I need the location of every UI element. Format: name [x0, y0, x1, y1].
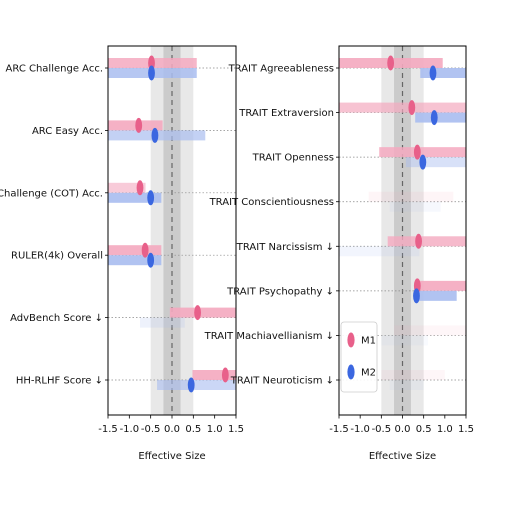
m1-ci-band: [387, 236, 466, 247]
m1-point: [135, 117, 143, 133]
m2-point: [148, 65, 155, 81]
category-label: TRAIT Conscientiousness: [209, 197, 334, 208]
m2-ci-band: [140, 317, 185, 328]
category-label: TRAIT Machiavellianism ↓: [204, 331, 334, 342]
category-label: ARC Easy Acc.: [32, 126, 103, 137]
m1-point: [221, 367, 229, 383]
m2-ci-band: [157, 380, 236, 390]
m2-point: [429, 65, 437, 81]
m2-point: [413, 288, 420, 304]
category-label: ARC Challenge Acc.: [6, 64, 103, 75]
m2-ci-band: [381, 335, 428, 346]
x-tick-label: -1.5: [329, 424, 349, 435]
x-axis-title: Effective Size: [138, 451, 205, 462]
m1-point: [387, 55, 395, 71]
category-label: TRAIT Openness: [252, 153, 334, 164]
legend-marker-m1: [347, 332, 355, 348]
x-tick-label: 0.5: [416, 424, 432, 435]
legend-label-m1: M1: [361, 336, 376, 347]
m2-point: [419, 154, 427, 170]
m2-ci-band: [108, 192, 162, 203]
legend-box: [340, 321, 378, 393]
m1-ci-band: [169, 307, 236, 318]
x-tick-label: -0.5: [141, 424, 161, 435]
x-tick-label: 1.0: [437, 424, 453, 435]
x-tick-label: 0.0: [164, 424, 180, 435]
x-tick-label: -1.5: [98, 424, 118, 435]
m2-ci-band: [414, 290, 457, 301]
category-label: TRAIT Psychopathy ↓: [226, 286, 334, 297]
category-label: HH-RLHF Score ↓: [16, 376, 103, 387]
m2-ci-band: [420, 68, 466, 78]
x-tick-label: 1.5: [228, 424, 244, 435]
m2-ci-band: [405, 157, 466, 168]
m2-ci-band: [389, 380, 424, 390]
x-tick-label: 1.0: [207, 424, 223, 435]
category-label: AdvBench Score ↓: [10, 313, 103, 324]
x-tick-label: -1.0: [120, 424, 140, 435]
m1-ci-band: [415, 280, 466, 291]
m2-point: [147, 190, 155, 206]
m2-ci-band: [389, 201, 441, 212]
m2-point: [147, 252, 155, 268]
m1-point: [408, 100, 416, 116]
m2-ci-band: [415, 112, 466, 123]
m2-point: [430, 110, 438, 126]
category-label: TRAIT Agreeableness: [228, 64, 334, 75]
category-label: TRAIT Narcissism ↓: [236, 242, 334, 253]
m1-point: [141, 242, 149, 258]
m1-ci-band: [108, 120, 163, 131]
m1-point: [136, 180, 144, 196]
x-tick-label: 0.0: [395, 424, 411, 435]
m1-ci-band: [339, 102, 466, 113]
m1-ci-band: [381, 370, 445, 380]
left-panel: ARC Challenge Acc. ARC Easy Acc. ARC Chall…: [0, 45, 244, 462]
m1-ci-band: [108, 182, 146, 193]
m2-ci-band: [339, 246, 420, 257]
legend-label-m2: M2: [361, 368, 376, 379]
m1-ci-band: [192, 370, 236, 380]
x-tick-label: -1.0: [350, 424, 370, 435]
category-label: ARC Challenge (COT) Acc.: [0, 188, 103, 199]
right-panel: TRAIT Agreeableness TRAIT Extraversion TRA…: [204, 45, 474, 462]
m1-point: [413, 144, 421, 160]
x-tick-label: 1.5: [458, 424, 474, 435]
m2-point: [187, 377, 195, 393]
legend-marker-m2: [347, 364, 355, 380]
m2-ci-band: [108, 255, 162, 266]
m1-ci-band: [394, 325, 466, 336]
category-label: RULER(4k) Overall: [11, 251, 103, 262]
m1-point: [415, 233, 422, 249]
m2-point: [151, 127, 159, 143]
m1-point: [194, 305, 202, 321]
category-label: TRAIT Neuroticism ↓: [230, 376, 334, 387]
m1-ci-band: [368, 191, 454, 202]
x-tick-label: -0.5: [372, 424, 392, 435]
x-tick-label: 0.5: [185, 424, 201, 435]
category-label: TRAIT Extraversion: [238, 108, 334, 119]
m1-ci-band: [379, 147, 466, 158]
m1-ci-band: [108, 245, 162, 256]
x-axis-title: Effective Size: [369, 451, 436, 462]
